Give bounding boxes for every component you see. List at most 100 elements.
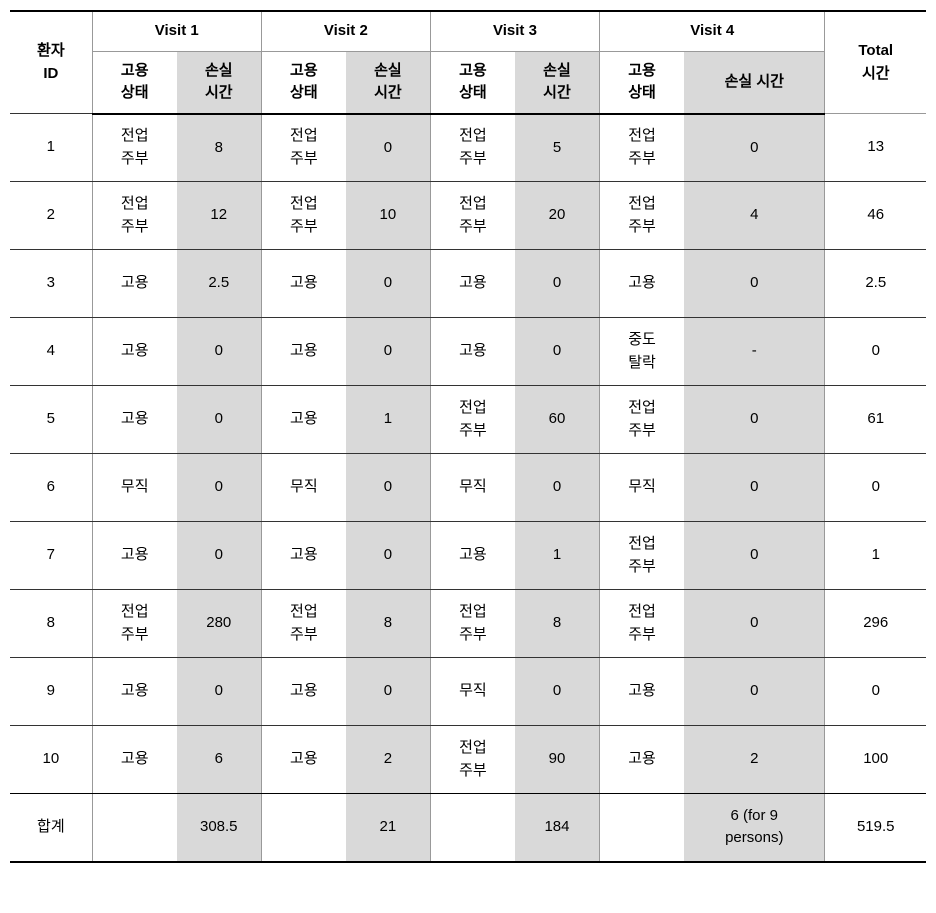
header-patient-id: 환자ID	[10, 11, 92, 114]
cell-v3-time: 5	[515, 114, 600, 182]
cell-v2-time: 10	[346, 182, 431, 250]
cell-v1-status: 고용	[92, 726, 177, 794]
header-v1-status: 고용상태	[92, 51, 177, 114]
cell-v3-status: 전업주부	[430, 726, 515, 794]
footer-v2-status	[261, 794, 346, 862]
cell-v2-status: 고용	[261, 522, 346, 590]
header-visit1: Visit 1	[92, 11, 261, 51]
cell-v2-time: 0	[346, 454, 431, 522]
cell-id: 9	[10, 658, 92, 726]
cell-v2-status: 고용	[261, 250, 346, 318]
cell-v2-time: 0	[346, 114, 431, 182]
footer-v1-status	[92, 794, 177, 862]
table-footer-row: 합계308.5211846 (for 9persons)519.5	[10, 794, 926, 862]
cell-v3-status: 전업주부	[430, 114, 515, 182]
header-v3-status: 고용상태	[430, 51, 515, 114]
cell-v1-status: 전업주부	[92, 114, 177, 182]
cell-v3-status: 무직	[430, 454, 515, 522]
cell-v1-time: 0	[177, 318, 262, 386]
table-row: 8전업주부280전업주부8전업주부8전업주부0296	[10, 590, 926, 658]
cell-v3-status: 전업주부	[430, 182, 515, 250]
cell-v4-time: 0	[684, 386, 825, 454]
cell-v1-time: 2.5	[177, 250, 262, 318]
cell-v1-status: 고용	[92, 250, 177, 318]
cell-v4-status: 전업주부	[600, 590, 685, 658]
cell-total: 1	[825, 522, 926, 590]
cell-v1-status: 전업주부	[92, 182, 177, 250]
cell-v4-time: 0	[684, 454, 825, 522]
cell-v4-status: 고용	[600, 250, 685, 318]
cell-v4-status: 중도탈락	[600, 318, 685, 386]
cell-v3-time: 0	[515, 454, 600, 522]
header-v1-time: 손실시간	[177, 51, 262, 114]
footer-v2-time: 21	[346, 794, 431, 862]
cell-id: 1	[10, 114, 92, 182]
cell-v2-status: 전업주부	[261, 114, 346, 182]
cell-v1-time: 280	[177, 590, 262, 658]
cell-id: 3	[10, 250, 92, 318]
patient-visit-table: 환자ID Visit 1 Visit 2 Visit 3 Visit 4 Tot…	[10, 10, 926, 863]
cell-v4-status: 전업주부	[600, 386, 685, 454]
cell-v4-status: 고용	[600, 726, 685, 794]
cell-v4-time: 2	[684, 726, 825, 794]
header-total-time: Total시간	[825, 11, 926, 114]
cell-v3-time: 8	[515, 590, 600, 658]
table-row: 5고용0고용1전업주부60전업주부061	[10, 386, 926, 454]
cell-v3-time: 90	[515, 726, 600, 794]
cell-id: 10	[10, 726, 92, 794]
cell-total: 296	[825, 590, 926, 658]
header-v4-status: 고용상태	[600, 51, 685, 114]
cell-v2-time: 2	[346, 726, 431, 794]
cell-total: 0	[825, 454, 926, 522]
cell-v3-status: 전업주부	[430, 386, 515, 454]
cell-total: 2.5	[825, 250, 926, 318]
cell-v4-time: 4	[684, 182, 825, 250]
cell-id: 2	[10, 182, 92, 250]
table-body: 1전업주부8전업주부0전업주부5전업주부0132전업주부12전업주부10전업주부…	[10, 114, 926, 862]
cell-v1-time: 0	[177, 454, 262, 522]
cell-v1-time: 0	[177, 522, 262, 590]
cell-v3-status: 고용	[430, 522, 515, 590]
cell-id: 5	[10, 386, 92, 454]
cell-id: 4	[10, 318, 92, 386]
cell-v2-status: 고용	[261, 726, 346, 794]
cell-v3-status: 전업주부	[430, 590, 515, 658]
table-row: 9고용0고용0무직0고용00	[10, 658, 926, 726]
cell-v4-status: 무직	[600, 454, 685, 522]
cell-v1-status: 무직	[92, 454, 177, 522]
cell-v2-time: 0	[346, 522, 431, 590]
cell-v4-time: 0	[684, 590, 825, 658]
cell-v2-time: 0	[346, 318, 431, 386]
table-row: 3고용2.5고용0고용0고용02.5	[10, 250, 926, 318]
cell-v3-time: 1	[515, 522, 600, 590]
cell-v3-status: 무직	[430, 658, 515, 726]
cell-v2-status: 무직	[261, 454, 346, 522]
header-row-2: 고용상태 손실시간 고용상태 손실시간 고용상태 손실시간 고용상태 손실 시간	[10, 51, 926, 114]
header-v4-time: 손실 시간	[684, 51, 825, 114]
cell-v4-time: -	[684, 318, 825, 386]
cell-v1-status: 고용	[92, 318, 177, 386]
cell-total: 0	[825, 318, 926, 386]
cell-total: 46	[825, 182, 926, 250]
table-row: 2전업주부12전업주부10전업주부20전업주부446	[10, 182, 926, 250]
header-visit2: Visit 2	[261, 11, 430, 51]
cell-v2-time: 0	[346, 250, 431, 318]
cell-v4-status: 전업주부	[600, 114, 685, 182]
cell-v4-time: 0	[684, 250, 825, 318]
header-v3-time: 손실시간	[515, 51, 600, 114]
cell-id: 7	[10, 522, 92, 590]
cell-v2-status: 고용	[261, 386, 346, 454]
cell-v4-status: 전업주부	[600, 522, 685, 590]
footer-v3-status	[430, 794, 515, 862]
cell-v1-time: 6	[177, 726, 262, 794]
header-row-1: 환자ID Visit 1 Visit 2 Visit 3 Visit 4 Tot…	[10, 11, 926, 51]
cell-v1-status: 고용	[92, 658, 177, 726]
cell-v1-status: 고용	[92, 522, 177, 590]
cell-v3-time: 20	[515, 182, 600, 250]
cell-v2-time: 8	[346, 590, 431, 658]
cell-v1-time: 12	[177, 182, 262, 250]
cell-v1-time: 0	[177, 658, 262, 726]
cell-v3-time: 0	[515, 250, 600, 318]
cell-id: 8	[10, 590, 92, 658]
cell-total: 100	[825, 726, 926, 794]
